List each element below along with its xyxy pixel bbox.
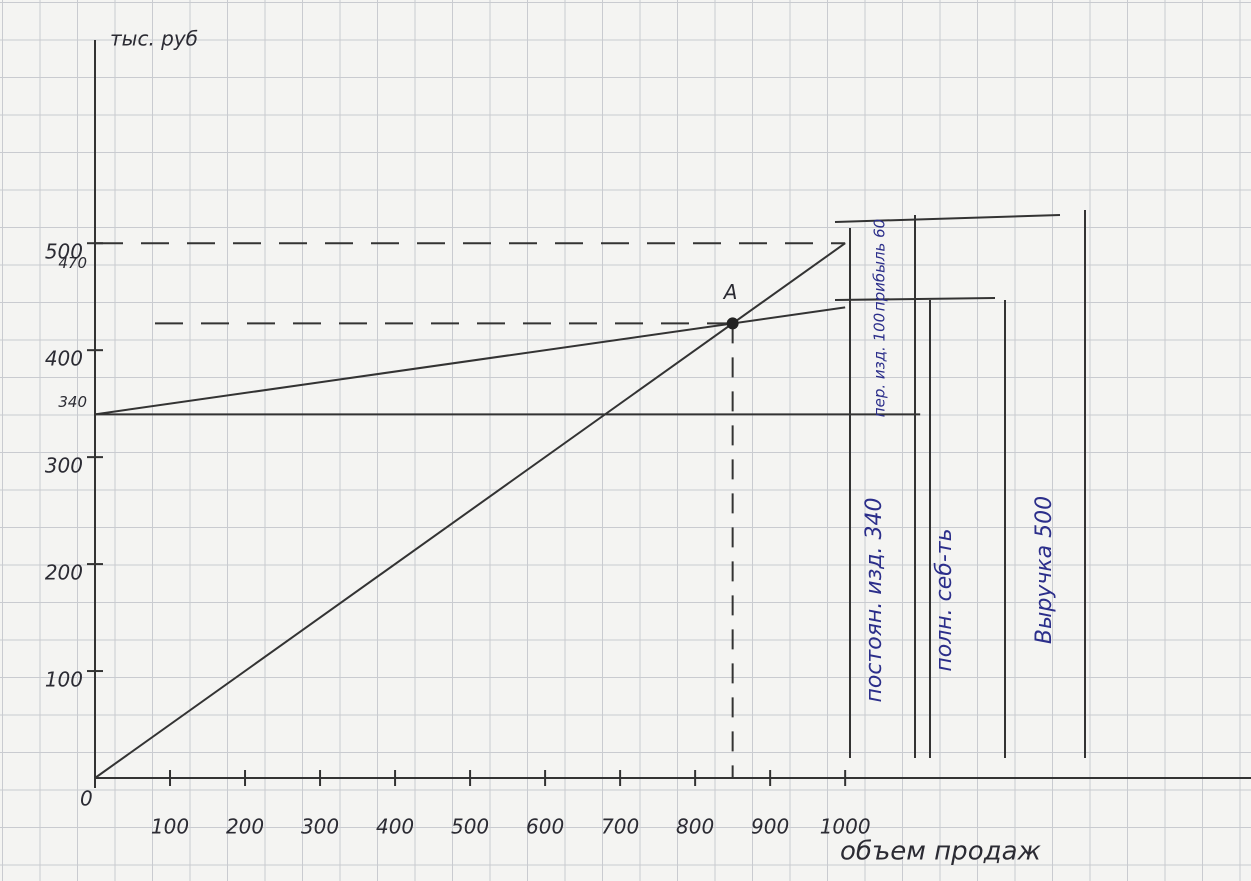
x-tick-label: 100 xyxy=(151,815,189,839)
y-tick-label: 100 xyxy=(45,668,83,692)
annotation: пер. изд. 100 xyxy=(871,313,889,417)
y-tick-label: 500 xyxy=(45,240,83,264)
y-tick-label: 400 xyxy=(45,347,83,371)
x-tick-label: 400 xyxy=(376,815,414,839)
y-extra-label: 470 xyxy=(58,254,87,272)
x-tick-label: 500 xyxy=(451,815,489,839)
annotation: полн. себ-ть xyxy=(932,528,957,671)
x-tick-label: 300 xyxy=(301,815,339,839)
annotation: Выручка 500 xyxy=(1032,496,1057,644)
point-a xyxy=(726,317,739,330)
annotation: постоян. изд. 340 xyxy=(862,497,887,702)
y-axis-label: тыс. руб xyxy=(110,27,198,51)
origin-label: 0 xyxy=(80,787,93,811)
line-series xyxy=(94,306,846,416)
x-tick-label: 700 xyxy=(601,815,639,839)
y-extra-label: 340 xyxy=(58,393,87,411)
y-tick-label: 300 xyxy=(45,454,83,478)
y-tick-label: 200 xyxy=(45,561,83,585)
x-tick-label: 1000 xyxy=(820,815,871,839)
x-tick-label: 200 xyxy=(226,815,264,839)
x-tick-label: 800 xyxy=(676,815,714,839)
x-axis-label: объем продаж xyxy=(840,837,1042,867)
x-tick-label: 600 xyxy=(526,815,564,839)
dimension-line xyxy=(834,214,1061,223)
annotation: прибыль 60 xyxy=(871,219,889,311)
point-label: A xyxy=(722,280,738,304)
x-tick-label: 900 xyxy=(751,815,789,839)
line-series xyxy=(94,242,846,779)
dimension-line xyxy=(834,297,996,301)
